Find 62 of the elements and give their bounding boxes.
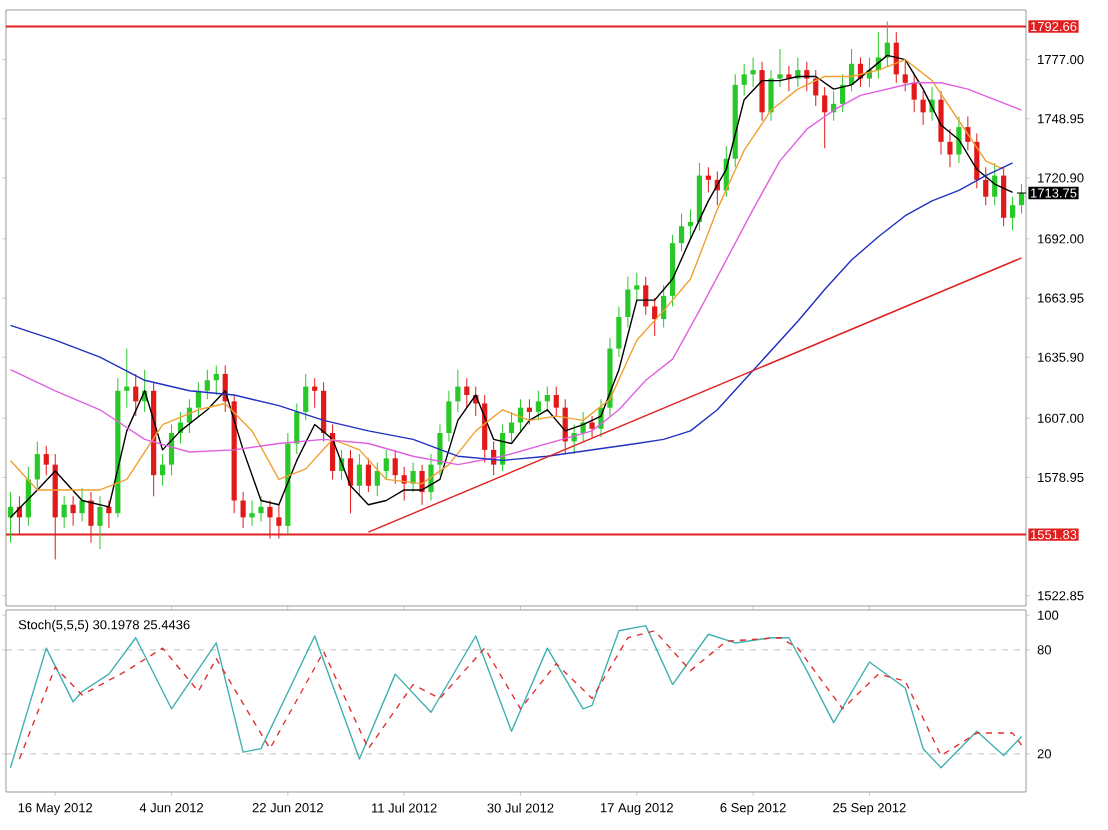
candlestick (822, 86, 828, 149)
candlestick (195, 381, 201, 417)
candlestick (947, 128, 953, 168)
candlestick (79, 487, 85, 523)
candlestick (616, 305, 622, 358)
candlestick (204, 369, 210, 400)
candlestick (428, 453, 434, 502)
candlestick (70, 495, 76, 527)
candlestick (365, 457, 371, 493)
candlestick (401, 466, 407, 502)
candlestick (455, 369, 461, 413)
candlestick (133, 373, 139, 417)
candlestick (124, 348, 130, 409)
candlestick (249, 500, 255, 527)
candlestick (97, 495, 103, 550)
candlestick (159, 453, 166, 487)
candlestick (240, 491, 246, 529)
candlestick (61, 495, 67, 529)
candlestick (392, 449, 398, 485)
candlestick (678, 213, 685, 253)
candlestick (750, 56, 756, 88)
candlestick (258, 495, 264, 523)
candlestick (34, 440, 40, 489)
candlestick (535, 390, 541, 421)
candlestick (804, 61, 810, 92)
candlestick (383, 449, 389, 480)
candlestick (1009, 196, 1016, 231)
candlestick (106, 500, 112, 529)
candlestick (446, 390, 452, 442)
candlestick (741, 63, 747, 96)
candlestick (312, 377, 318, 409)
candlestick (759, 61, 765, 122)
candlestick (374, 462, 380, 497)
candlestick (768, 69, 774, 122)
candlestick (464, 377, 470, 409)
candlestick (983, 166, 989, 206)
candlestick (687, 208, 694, 240)
candlestick (652, 297, 658, 337)
candlestick (43, 445, 49, 476)
candlestick (902, 61, 908, 92)
candlestick (956, 116, 962, 164)
candlestick (920, 90, 926, 126)
candlestick (1001, 166, 1007, 227)
candlestick (437, 424, 443, 476)
candlestick (625, 276, 631, 328)
candlestick (938, 90, 944, 156)
candlestick (303, 373, 309, 421)
candlestick (589, 415, 595, 438)
candlestick (213, 364, 219, 396)
candlestick (321, 381, 327, 442)
candlestick (705, 166, 711, 193)
candlestick (634, 272, 640, 303)
candlestick (777, 48, 783, 88)
candlestick (911, 73, 917, 113)
candlestick (356, 453, 363, 497)
candlestick (526, 398, 533, 426)
candlestick (553, 386, 559, 417)
candlestick (508, 411, 515, 442)
candlestick (294, 402, 300, 455)
candlestick (544, 386, 550, 413)
candlestick (347, 449, 354, 514)
candlestick (696, 162, 703, 231)
